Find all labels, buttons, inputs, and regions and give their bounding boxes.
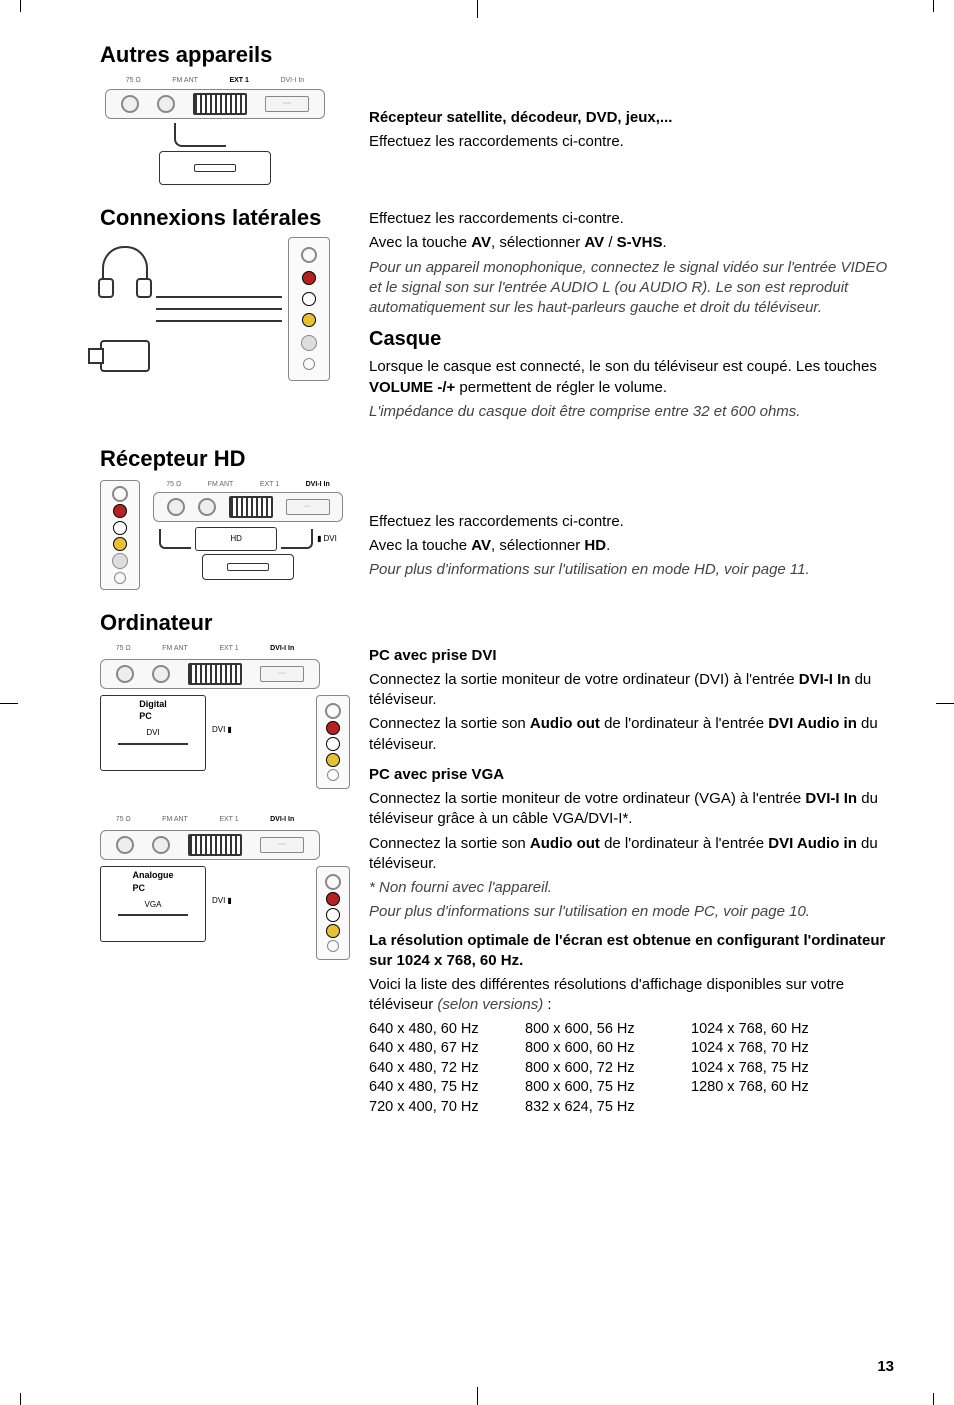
pc-vga-p1: Connectez la sortie moniteur de votre or…	[369, 789, 894, 830]
res-cell: 1024 x 768, 70 Hz	[691, 1039, 851, 1059]
pc-vga-title: PC avec prise VGA	[369, 765, 894, 785]
camcorder-icon	[100, 340, 150, 372]
label-fm: FM ANT	[172, 76, 198, 85]
res-cell: 800 x 600, 56 Hz	[525, 1020, 685, 1040]
res-cell: 640 x 480, 60 Hz	[369, 1020, 519, 1040]
res-cell: 720 x 400, 70 Hz	[369, 1098, 519, 1118]
pc-dvi-p1: Connectez la sortie moniteur de votre or…	[369, 670, 894, 711]
page-number: 13	[877, 1357, 894, 1377]
label-ohm: 75 Ω	[126, 76, 141, 85]
res-cell: 800 x 600, 72 Hz	[525, 1059, 685, 1079]
ordinateur-title: Ordinateur	[100, 608, 894, 638]
pc-digital-diagram: 75 Ω FM ANT EXT 1 DVI-I In ◦◦◦◦ Digital …	[100, 644, 350, 789]
connexions-p3: Pour un appareil monophonique, connectez…	[369, 258, 894, 319]
hd-title: Récepteur HD	[100, 444, 894, 474]
casque-p1: Lorsque le casque est connecté, le son d…	[369, 357, 894, 398]
hd-p1: Effectuez les raccordements ci-contre.	[369, 512, 894, 532]
res-cell: 640 x 480, 72 Hz	[369, 1059, 519, 1079]
hd-diagram: 75 Ω FM ANT EXT 1 DVI-I In ◦◦◦ HD	[100, 480, 350, 590]
res-cell: 832 x 624, 75 Hz	[525, 1098, 685, 1118]
resolution-grid: 640 x 480, 60 Hz 800 x 600, 56 Hz 1024 x…	[369, 1020, 894, 1118]
res-title: La résolution optimale de l'écran est ob…	[369, 931, 894, 972]
label-dvi: DVI-I In	[280, 76, 304, 85]
pc-note: * Non fourni avec l'appareil.	[369, 878, 894, 898]
res-cell: 1024 x 768, 60 Hz	[691, 1020, 851, 1040]
pc-more: Pour plus d'informations sur l'utilisati…	[369, 902, 894, 922]
res-intro: Voici la liste des différentes résolutio…	[369, 975, 894, 1016]
pc-analogue-diagram: 75 Ω FM ANT EXT 1 DVI-I In ◦◦◦◦ Analogue…	[100, 815, 350, 960]
connexions-p1: Effectuez les raccordements ci-contre.	[369, 209, 894, 229]
casque-p2: L'impédance du casque doit être comprise…	[369, 402, 894, 422]
connexions-title: Connexions latérales	[100, 203, 355, 233]
headphone-icon	[102, 246, 148, 290]
pc-dvi-title: PC avec prise DVI	[369, 646, 894, 666]
recepteur-sat-text: Effectuez les raccordements ci-contre.	[369, 132, 894, 152]
res-cell: 800 x 600, 60 Hz	[525, 1039, 685, 1059]
hd-p3: Pour plus d'informations sur l'utilisati…	[369, 560, 894, 580]
res-cell: 1024 x 768, 75 Hz	[691, 1059, 851, 1079]
connexions-diagram	[100, 239, 330, 379]
hd-p2: Avec la touche AV, sélectionner HD.	[369, 536, 894, 556]
pc-dvi-p2: Connectez la sortie son Audio out de l'o…	[369, 714, 894, 755]
autres-appareils-title: Autres appareils	[100, 40, 894, 70]
connexions-p2: Avec la touche AV, sélectionner AV / S-V…	[369, 233, 894, 253]
res-cell: 1280 x 768, 60 Hz	[691, 1078, 851, 1098]
recepteur-sat-title: Récepteur satellite, décodeur, DVD, jeux…	[369, 109, 672, 126]
res-cell: 640 x 480, 67 Hz	[369, 1039, 519, 1059]
label-ext1: EXT 1	[229, 76, 248, 85]
res-cell: 640 x 480, 75 Hz	[369, 1078, 519, 1098]
casque-title: Casque	[369, 326, 894, 353]
pc-vga-p2: Connectez la sortie son Audio out de l'o…	[369, 834, 894, 875]
autres-diagram: 75 Ω FM ANT EXT 1 DVI-I In ◦◦◦◦	[100, 76, 330, 185]
res-cell: 800 x 600, 75 Hz	[525, 1078, 685, 1098]
